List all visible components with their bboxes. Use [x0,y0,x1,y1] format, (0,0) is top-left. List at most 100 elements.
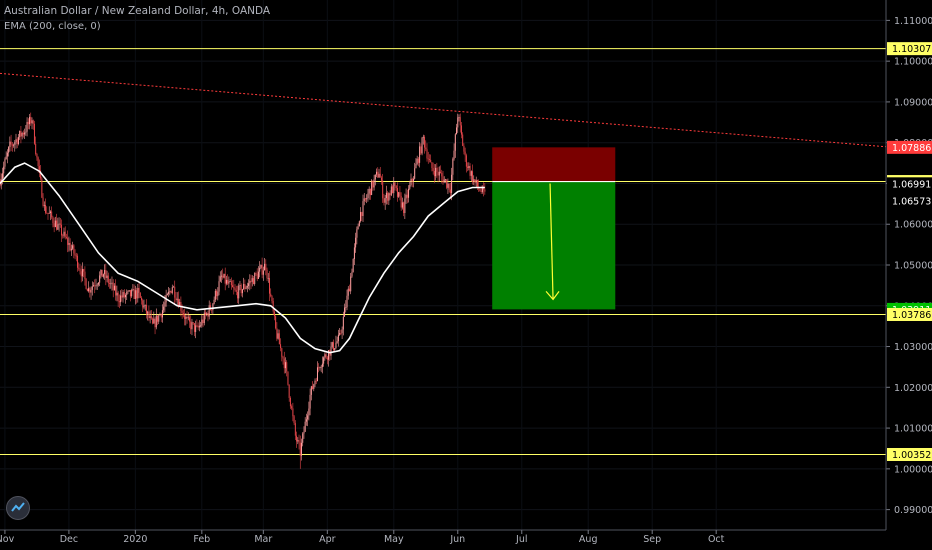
candle-body [315,380,317,382]
candle-body [202,319,204,324]
candle-body [404,198,406,214]
candle-body [109,283,111,284]
take-profit-zone[interactable] [492,181,616,310]
candle-body [261,264,263,275]
tradingview-logo-icon[interactable] [6,496,30,520]
candle-body [431,162,433,168]
candle-body [318,367,320,369]
candle-body [201,319,203,326]
candle-body [125,294,127,298]
stop-loss-zone[interactable] [492,147,616,182]
candle-body [46,212,48,214]
short-position-tool[interactable] [492,147,616,310]
candle-body [102,274,104,277]
candle-body [123,292,125,298]
candle-body [417,158,419,163]
candle-body [420,146,422,154]
candle-body [85,279,87,290]
candle-body [449,189,451,193]
candle-body [56,220,58,230]
candle-body [143,305,145,308]
candle-body [35,143,37,154]
candle-body [84,271,86,280]
candle-body [337,334,339,342]
candle-body [427,158,429,160]
candle-body [387,192,389,201]
time-tick-label: Mar [254,534,272,545]
candle-body [400,195,402,208]
time-tick-label: Sep [643,534,661,545]
candle-body [480,191,482,192]
candle-body [68,242,70,245]
candle-body [141,297,143,301]
candle-body [36,153,38,158]
time-tick-label: Oct [708,534,725,545]
candle-body [78,267,80,269]
candle-body [205,312,207,315]
candle-body [377,171,379,178]
candle-body [120,295,122,303]
candle-body [164,302,166,307]
trendline[interactable] [0,72,887,148]
indicator-legend[interactable]: EMA (200, close, 0) [4,21,101,32]
candle-body [319,367,321,369]
candle-body [430,159,432,163]
candle-body [223,273,225,278]
price-tick-label: 1.01000 [894,424,932,435]
candle-body [446,179,448,188]
candle-body [304,421,306,432]
candle-body [340,333,342,334]
candle-body [442,176,444,183]
candle-body [238,285,240,299]
candle-body [309,394,311,409]
candle-body [355,237,357,248]
candle-body [8,147,10,153]
candle-body [438,171,440,176]
candle-body [313,384,315,389]
candle-body [331,342,333,347]
candle-body [416,158,418,165]
candle-body [221,275,222,277]
trendline-layer[interactable] [0,72,887,148]
candle-body [88,288,90,292]
candle-body [148,311,150,318]
candle-body [376,171,378,175]
candle-body [191,322,193,330]
candle-body [276,328,278,339]
candle-body [373,179,375,188]
candle-body [155,315,157,328]
candle-body [173,286,175,288]
candle-body [49,211,51,214]
candle-body [353,247,355,260]
candle-body [213,299,215,304]
candle-body [118,301,120,303]
candle-body [235,289,237,292]
candle-body [351,272,353,277]
candle-body [410,178,412,186]
candle-body [323,357,325,364]
candle-body [107,275,109,284]
candle-body [6,152,8,157]
candle-body [27,121,29,125]
candle-body [324,354,326,358]
candle-body [94,285,96,287]
candle-body [363,198,365,202]
candle-body [411,178,413,181]
candle-body [389,193,391,196]
time-axis[interactable]: Nov Dec 2020 Feb Mar Apr May Jun Jul Aug Sep Oct [0,529,886,545]
candle-body [479,188,481,192]
candle-body [458,117,460,118]
candle-body [286,362,288,372]
price-badge-label: 1.07886 [892,143,931,154]
candle-body [67,237,69,245]
candle-body [163,306,165,311]
candle-body [475,179,477,183]
price-badge [887,140,932,154]
candle-body [255,273,257,274]
candle-body [332,342,334,351]
candle-body [52,217,54,224]
candle-body [4,159,6,167]
candle-body [30,116,32,124]
candle-body [481,186,483,192]
